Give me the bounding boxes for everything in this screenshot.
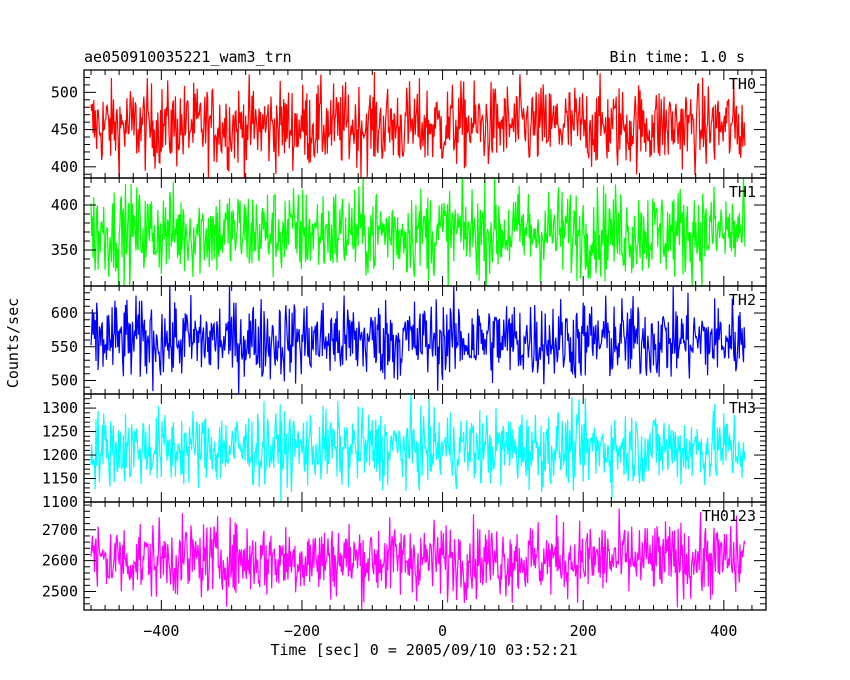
chart-title: ae050910035221_wam3_trn [84, 48, 292, 66]
y-tick-label: 450 [51, 121, 78, 139]
series-th3 [90, 394, 746, 502]
y-tick-label: 1250 [42, 423, 78, 441]
y-tick-label: 500 [51, 372, 78, 390]
y-tick-label: 400 [51, 196, 78, 214]
panel-label-th0123: TH0123 [702, 507, 756, 525]
panel-frame [83, 501, 767, 611]
panel-th0123: 2500 2600 2700 TH0123 [42, 501, 767, 611]
x-tick-label: 400 [710, 622, 737, 640]
series-th0123 [90, 508, 746, 610]
y-tick-label: 1150 [42, 470, 78, 488]
y-tick-label: 1100 [42, 493, 78, 511]
y-axis-label: Counts/sec [4, 298, 22, 388]
y-tick-label: 600 [51, 304, 78, 322]
y-tick-label: 550 [51, 338, 78, 356]
y-tick-label: 1300 [42, 399, 78, 417]
y-tick-label: 500 [51, 83, 78, 101]
panel-th0: 400 450 500 TH0 [51, 69, 767, 179]
y-tick-label: 1200 [42, 446, 78, 464]
x-tick-label: 0 [438, 622, 447, 640]
bin-time-label: Bin time: 1.0 s [610, 48, 745, 66]
y-tick-label: 2700 [42, 521, 78, 539]
x-tick-label: 200 [570, 622, 597, 640]
panel-label-th0: TH0 [729, 75, 756, 93]
x-axis-label: Time [sec] 0 = 2005/09/10 03:52:21 [270, 641, 577, 659]
series-th1 [90, 178, 746, 286]
y-tick-label: 2500 [42, 582, 78, 600]
panel-th1: 350 400 TH1 [51, 177, 767, 287]
x-axis: −400 −200 0 200 400 [143, 622, 737, 640]
y-tick-label: 2600 [42, 552, 78, 570]
panel-label-th2: TH2 [729, 291, 756, 309]
y-tick-label: 350 [51, 241, 78, 259]
series-th0 [90, 71, 746, 178]
x-tick-label: −400 [143, 622, 179, 640]
panel-label-th3: TH3 [729, 399, 756, 417]
panels-group: 400 450 500 TH0 350 400 TH1 500 550 600 TH2 1100 115… [42, 69, 767, 611]
panel-label-th1: TH1 [729, 183, 756, 201]
x-tick-label: −200 [284, 622, 320, 640]
panel-th3: 1100 1150 1200 1250 1300 TH3 [42, 393, 767, 511]
panel-th2: 500 550 600 TH2 [51, 285, 767, 395]
y-tick-label: 400 [51, 158, 78, 176]
series-th2 [90, 286, 746, 394]
